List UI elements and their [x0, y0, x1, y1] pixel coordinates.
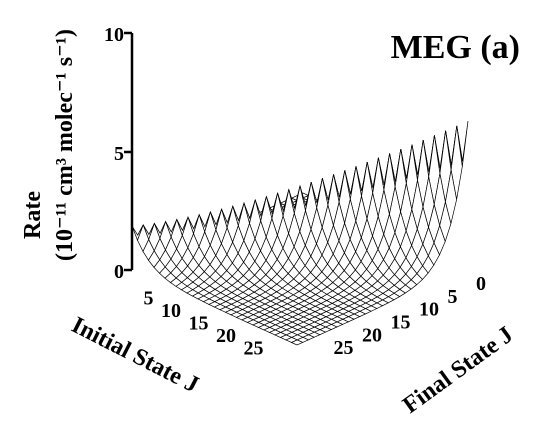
initial-state-tick-label: 15: [189, 313, 209, 335]
rate-surface: [131, 121, 469, 346]
rate-tick-label-5: 5: [114, 143, 124, 165]
surface-cell: [290, 339, 304, 346]
initial-state-tick-label: 25: [244, 338, 264, 360]
initial-state-tick-label: 10: [161, 300, 181, 322]
rate-tick-label-10: 10: [104, 24, 124, 46]
rate-axis-label: Rate: [20, 191, 46, 239]
chart-title: MEG (a): [391, 29, 520, 66]
rate-axis: 0 5 10: [104, 24, 134, 283]
final-state-tick-label: 20: [362, 324, 382, 346]
final-state-tick-label: 0: [476, 273, 486, 295]
initial-state-tick-label: 20: [216, 325, 236, 347]
final-state-tick-label: 10: [419, 299, 439, 321]
final-state-tick-label: 25: [334, 337, 354, 359]
final-state-ticks: 05 10 15 20 25: [334, 273, 487, 359]
initial-state-tick-label: 5: [144, 288, 154, 310]
final-state-axis-label: Final State J: [398, 322, 518, 419]
initial-state-axis-label: Initial State J: [67, 312, 202, 398]
final-state-tick-label: 15: [391, 312, 411, 334]
final-state-tick-label: 5: [448, 286, 458, 308]
rate-tick-label-0: 0: [114, 261, 124, 283]
rate-axis-units: (10⁻¹¹ cm³ molec⁻¹ s⁻¹): [52, 29, 78, 261]
initial-state-ticks: 5 10 15 20 25: [144, 288, 264, 360]
